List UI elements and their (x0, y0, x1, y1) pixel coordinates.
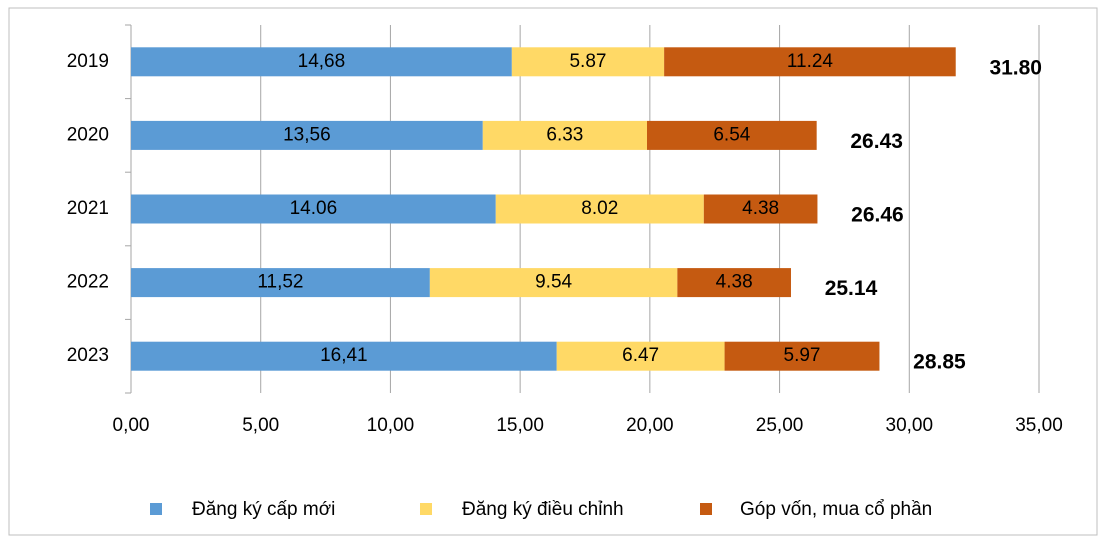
x-tick-label: 35,00 (1015, 415, 1063, 436)
bar-segment (511, 47, 665, 77)
bar-segment (131, 341, 557, 371)
bar-segment (482, 120, 648, 150)
x-tick-label: 30,00 (886, 415, 934, 436)
bar-segment (429, 268, 678, 298)
bar-value-label: 6.47 (622, 345, 659, 366)
bar-segment (131, 120, 483, 150)
bar-value-label: 8.02 (581, 198, 618, 219)
bar-value-label: 4.38 (716, 272, 753, 293)
bar-value-label: 13,56 (283, 124, 331, 145)
x-tick-label: 10,00 (367, 415, 415, 436)
y-tick-label: 2022 (67, 272, 109, 293)
y-tick-label: 2021 (67, 198, 109, 219)
bar-value-label: 16,41 (320, 345, 368, 366)
legend-label: Góp vốn, mua cổ phần (740, 499, 932, 520)
y-tick-label: 2023 (67, 345, 109, 366)
x-tick-label: 20,00 (626, 415, 674, 436)
bar-segment (724, 341, 880, 371)
total-label: 26.46 (851, 204, 904, 227)
legend-swatch (700, 503, 712, 515)
bar-value-label: 14.06 (290, 198, 338, 219)
bar-segment (131, 47, 512, 77)
bar-value-label: 14,68 (298, 51, 346, 72)
legend-swatch (420, 503, 432, 515)
bar-value-label: 6.54 (713, 124, 750, 145)
bar-segment (131, 268, 430, 298)
y-tick-label: 2019 (67, 51, 109, 72)
x-tick-label: 0,00 (113, 415, 150, 436)
bar-segment (703, 194, 818, 224)
bar-segment (131, 194, 496, 224)
x-tick-label: 15,00 (496, 415, 544, 436)
total-label: 25.14 (825, 277, 878, 300)
bar-segment (495, 194, 704, 224)
legend-label: Đăng ký điều chỉnh (462, 499, 624, 520)
bar-segment (677, 268, 791, 298)
bar-value-label: 11,52 (257, 272, 303, 293)
legend-swatch (150, 503, 162, 515)
bar-segment (664, 47, 956, 77)
bar-value-label: 6.33 (546, 124, 583, 145)
total-label: 28.85 (913, 351, 966, 374)
bar-value-label: 5.87 (569, 51, 606, 72)
bar-value-label: 4.38 (742, 198, 779, 219)
bar-value-label: 9.54 (535, 272, 572, 293)
x-tick-label: 5,00 (242, 415, 279, 436)
x-tick-label: 25,00 (756, 415, 804, 436)
total-label: 31.80 (989, 56, 1042, 79)
bar-segment (647, 120, 817, 150)
y-tick-label: 2020 (67, 124, 109, 145)
bar-segment (556, 341, 725, 371)
total-label: 26.43 (850, 130, 903, 153)
bar-value-label: 5.97 (784, 345, 821, 366)
legend-label: Đăng ký cấp mới (192, 499, 335, 520)
bar-value-label: 11.24 (787, 51, 834, 72)
